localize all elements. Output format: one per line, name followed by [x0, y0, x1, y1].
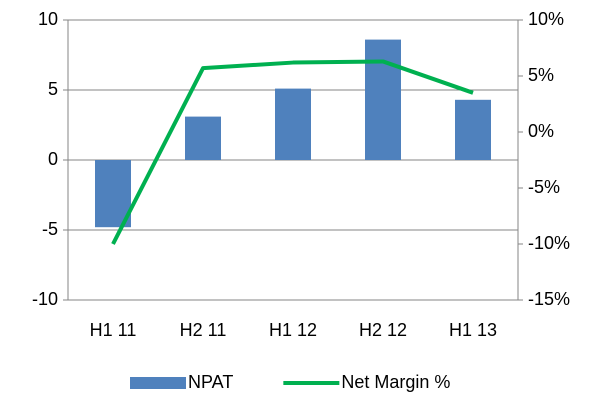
- bar: [95, 160, 131, 228]
- legend-label: Net Margin %: [341, 372, 450, 392]
- y2-tick-label: -10%: [528, 233, 570, 253]
- y2-tick-label: -15%: [528, 289, 570, 309]
- bar: [185, 116, 221, 160]
- y2-tick-label: 5%: [528, 65, 554, 85]
- y-tick-label: 0: [48, 149, 58, 169]
- x-tick-label: H2 12: [359, 320, 407, 340]
- x-tick-label: H1 11: [90, 320, 137, 340]
- y2-tick-label: 0%: [528, 121, 554, 141]
- legend-swatch: [130, 377, 186, 389]
- x-tick-label: H1 12: [269, 320, 317, 340]
- x-tick-label: H2 11: [180, 320, 227, 340]
- y-tick-label: -5: [42, 219, 58, 239]
- line: [111, 59, 474, 245]
- y2-tick-label: 10%: [528, 9, 564, 29]
- y2-tick-label: -5%: [528, 177, 560, 197]
- x-tick-label: H1 13: [449, 320, 497, 340]
- y-tick-label: -10: [32, 289, 58, 309]
- legend-label: NPAT: [188, 372, 233, 392]
- bar: [455, 99, 491, 160]
- y-tick-label: 10: [38, 9, 58, 29]
- y-tick-label: 5: [48, 79, 58, 99]
- bar: [365, 39, 401, 160]
- bar: [275, 88, 311, 160]
